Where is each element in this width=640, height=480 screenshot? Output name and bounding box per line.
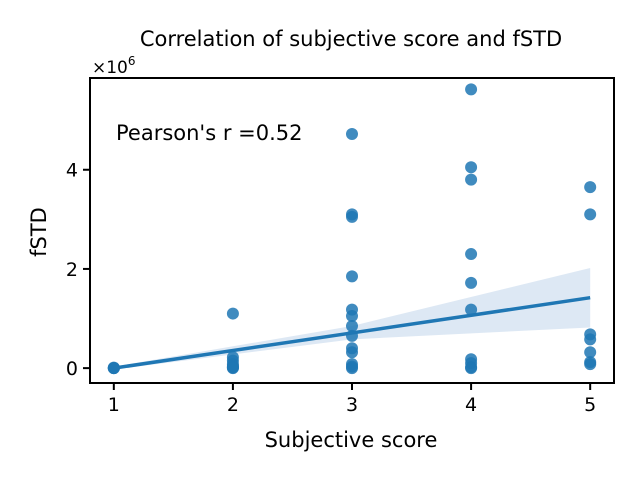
y-axis-label: fSTD [27, 207, 51, 257]
data-point [465, 276, 478, 289]
data-point [346, 319, 358, 332]
data-point [465, 362, 478, 375]
x-tick-label: 2 [227, 394, 239, 416]
data-point [346, 362, 358, 375]
data-point [584, 333, 597, 346]
data-point [465, 303, 478, 316]
data-point [465, 173, 478, 186]
data-point [346, 210, 358, 223]
y-tick-label: 4 [66, 160, 78, 182]
y-multiplier-exponent: 6 [128, 54, 136, 68]
x-axis-label: Subjective score [265, 428, 438, 452]
data-point [465, 161, 478, 174]
data-point [465, 83, 478, 96]
chart-title: Correlation of subjective score and fSTD [140, 27, 562, 51]
data-point [226, 307, 239, 320]
plot-area: 1 2 3 4 5 0 2 4 [66, 77, 615, 416]
y-multiplier-base: ×10 [92, 58, 128, 78]
data-point [346, 346, 358, 359]
data-point [226, 362, 239, 375]
y-multiplier: ×106 [92, 54, 136, 78]
regression-line [113, 295, 591, 370]
data-point [584, 208, 597, 221]
y-tick-label: 2 [66, 259, 78, 281]
data-point [584, 358, 597, 371]
data-point [346, 270, 358, 283]
x-tick-label: 4 [465, 394, 477, 416]
x-tick-label: 5 [584, 394, 596, 416]
y-tick-label: 0 [66, 358, 78, 380]
x-tick-label: 3 [346, 394, 358, 416]
data-point [584, 181, 597, 194]
data-point [584, 346, 597, 359]
data-point [346, 310, 358, 323]
pearson-annotation: Pearson's r =0.52 [116, 121, 303, 145]
data-point [346, 128, 358, 141]
x-tick-label: 1 [108, 394, 120, 416]
data-point [465, 248, 478, 261]
